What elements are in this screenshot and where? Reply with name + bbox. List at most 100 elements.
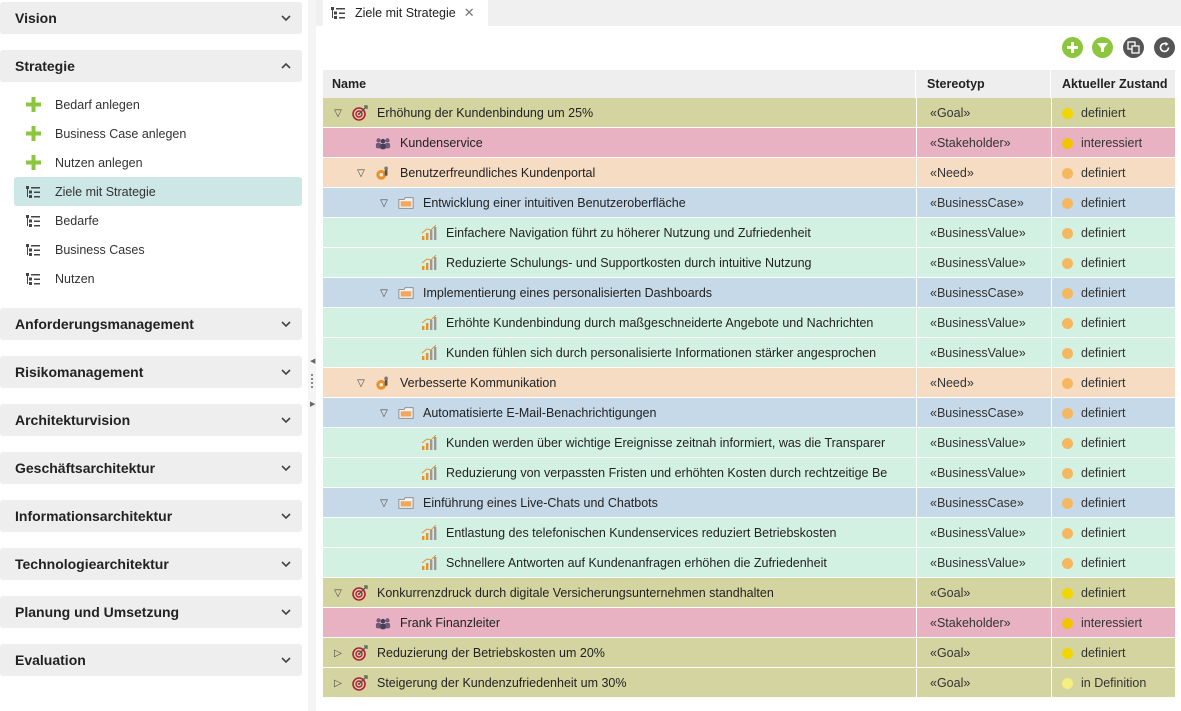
section-header-8[interactable]: Planung und Umsetzung (0, 596, 302, 628)
state-indicator-icon (1062, 437, 1073, 449)
state-label: definiert (1081, 346, 1126, 360)
sidebar-item-bedarf-anlegen[interactable]: Bedarf anlegen (14, 90, 302, 119)
sidebar-item-business-cases[interactable]: Business Cases (14, 235, 302, 264)
businessvalue-icon (421, 525, 437, 541)
filter-button[interactable] (1092, 37, 1113, 58)
panel-splitter[interactable]: ◀ ▶ (308, 0, 316, 711)
name-cell: Reduzierte Schulungs- und Supportkosten … (323, 248, 916, 278)
row-name: Schnellere Antworten auf Kundenanfragen … (446, 556, 827, 570)
businessvalue-icon (421, 255, 437, 271)
table-row[interactable]: ▽ Verbesserte Kommunikation «Need» definier… (323, 368, 1175, 398)
table-row[interactable]: Erhöhte Kundenbindung durch maßgeschneid… (323, 308, 1175, 338)
row-name: Kundenservice (400, 136, 483, 150)
table-row[interactable]: ▽ Benutzerfreundliches Kundenportal «Need»… (323, 158, 1175, 188)
name-cell: Schnellere Antworten auf Kundenanfragen … (323, 548, 916, 578)
table-row[interactable]: Reduzierung von verpassten Fristen und e… (323, 458, 1175, 488)
chevron-down-icon[interactable] (279, 365, 293, 379)
expand-right-icon[interactable]: ▶ (310, 401, 316, 408)
chevron-down-icon[interactable] (279, 605, 293, 619)
table-row[interactable]: ▽ Konkurrenzdruck durch digitale Versiche… (323, 578, 1175, 608)
collapse-toggle-icon[interactable]: ▽ (357, 377, 365, 389)
chevron-down-icon[interactable] (279, 317, 293, 331)
name-cell: Einfachere Navigation führt zu höherer N… (323, 218, 916, 248)
table-row[interactable]: ▽ Erhöhung der Kundenbindung um 25% «Goal»… (323, 98, 1175, 128)
export-button[interactable] (1123, 37, 1144, 58)
sidebar-item-bedarfe[interactable]: Bedarfe (14, 206, 302, 235)
table-row[interactable]: ▷ Reduzierung der Betriebskosten um 20% «G… (323, 638, 1175, 668)
stereotype-cell: «Stakeholder» (916, 608, 1051, 638)
section-header-6[interactable]: Informationsarchitektur (0, 500, 302, 532)
sidebar-item-business-case-anlegen[interactable]: Business Case anlegen (14, 119, 302, 148)
state-label: definiert (1081, 196, 1126, 210)
table-row[interactable]: ▽ Entwicklung einer intuitiven Benutzerob… (323, 188, 1175, 218)
table-row[interactable]: ▷ Steigerung der Kundenzufriedenheit um 3… (323, 668, 1175, 698)
main-area: Ziele mit Strategie ✕ Name Stereotyp Akt… (316, 0, 1181, 711)
section-label: Technologiearchitektur (15, 556, 169, 572)
section-header-7[interactable]: Technologiearchitektur (0, 548, 302, 580)
name-cell: ▽ Verbesserte Kommunikation (323, 368, 916, 398)
column-header-stereotype[interactable]: Stereotyp (916, 70, 1051, 98)
section-header-0[interactable]: Vision (0, 2, 302, 34)
table-row[interactable]: Frank Finanzleiter «Stakeholder» interessi… (323, 608, 1175, 638)
stereotype-cell: «BusinessCase» (916, 398, 1051, 428)
state-cell: definiert (1051, 488, 1175, 518)
state-label: definiert (1081, 526, 1126, 540)
column-header-name[interactable]: Name (323, 70, 916, 98)
section-header-4[interactable]: Architekturvision (0, 404, 302, 436)
table-row[interactable]: Kunden fühlen sich durch personalisierte… (323, 338, 1175, 368)
close-icon[interactable]: ✕ (463, 5, 475, 20)
state-cell: definiert (1051, 308, 1175, 338)
row-name: Benutzerfreundliches Kundenportal (400, 166, 596, 180)
sidebar-item-nutzen[interactable]: Nutzen (14, 264, 302, 293)
tree-list-icon (24, 184, 42, 200)
state-cell: definiert (1051, 158, 1175, 188)
collapse-toggle-icon[interactable]: ▽ (334, 587, 342, 599)
section-label: Planung und Umsetzung (15, 604, 180, 620)
collapse-toggle-icon[interactable]: ▽ (380, 407, 388, 419)
chevron-down-icon[interactable] (279, 509, 293, 523)
column-header-state[interactable]: Aktueller Zustand (1062, 77, 1168, 91)
collapse-toggle-icon[interactable]: ▽ (380, 197, 388, 209)
chevron-down-icon[interactable] (279, 557, 293, 571)
need-icon (375, 165, 391, 181)
collapse-toggle-icon[interactable]: ▽ (334, 107, 342, 119)
refresh-button[interactable] (1154, 37, 1175, 58)
table-row[interactable]: Entlastung des telefonischen Kundenservi… (323, 518, 1175, 548)
plus-icon (24, 155, 42, 171)
table-row[interactable]: ▽ Implementierung eines personalisierten … (323, 278, 1175, 308)
chevron-down-icon[interactable] (279, 11, 293, 25)
name-cell: Erhöhte Kundenbindung durch maßgeschneid… (323, 308, 916, 338)
section-header-3[interactable]: Risikomanagement (0, 356, 302, 388)
table-row[interactable]: Schnellere Antworten auf Kundenanfragen … (323, 548, 1175, 578)
expand-toggle-icon[interactable]: ▷ (334, 677, 342, 689)
section-header-5[interactable]: Geschäftsarchitektur (0, 452, 302, 484)
state-indicator-icon (1062, 107, 1073, 119)
collapse-left-icon[interactable]: ◀ (310, 358, 316, 365)
table-row[interactable]: ▽ Einführung eines Live-Chats und Chatbot… (323, 488, 1175, 518)
table-row[interactable]: Kundenservice «Stakeholder» interessiert (323, 128, 1175, 158)
chevron-up-icon[interactable] (279, 59, 293, 73)
chevron-down-icon[interactable] (279, 413, 293, 427)
collapse-toggle-icon[interactable]: ▽ (357, 167, 365, 179)
businessvalue-icon (421, 315, 437, 331)
section-header-1[interactable]: Strategie (0, 50, 302, 82)
section-header-9[interactable]: Evaluation (0, 644, 302, 676)
chevron-down-icon[interactable] (279, 461, 293, 475)
table-row[interactable]: Reduzierte Schulungs- und Supportkosten … (323, 248, 1175, 278)
sidebar-item-nutzen-anlegen[interactable]: Nutzen anlegen (14, 148, 302, 177)
tab-ziele-mit-strategie[interactable]: Ziele mit Strategie ✕ (323, 0, 488, 26)
goal-icon (352, 675, 368, 691)
table-row[interactable]: Einfachere Navigation führt zu höherer N… (323, 218, 1175, 248)
state-label: definiert (1081, 556, 1126, 570)
collapse-toggle-icon[interactable]: ▽ (380, 497, 388, 509)
section-header-2[interactable]: Anforderungsmanagement (0, 308, 302, 340)
chevron-down-icon[interactable] (279, 653, 293, 667)
collapse-toggle-icon[interactable]: ▽ (380, 287, 388, 299)
table-row[interactable]: ▽ Automatisierte E-Mail-Benachrichtigunge… (323, 398, 1175, 428)
add-button[interactable] (1062, 37, 1083, 58)
sidebar-item-ziele-mit-strategie[interactable]: Ziele mit Strategie (14, 177, 302, 206)
state-indicator-icon (1062, 317, 1073, 329)
expand-toggle-icon[interactable]: ▷ (334, 647, 342, 659)
table-row[interactable]: Kunden werden über wichtige Ereignisse z… (323, 428, 1175, 458)
stereotype-cell: «BusinessValue» (916, 428, 1051, 458)
